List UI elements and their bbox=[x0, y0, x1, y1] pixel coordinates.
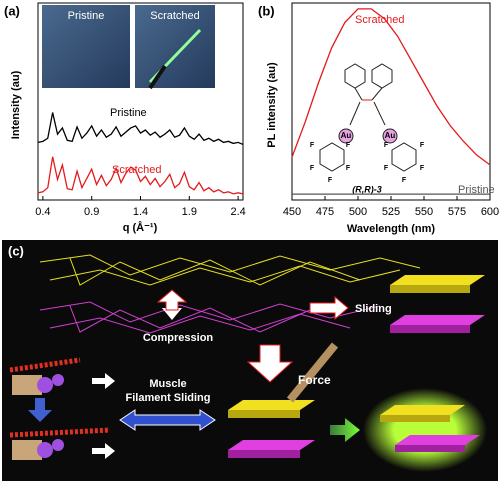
block bbox=[390, 325, 470, 333]
double-arrow bbox=[119, 409, 216, 431]
x-tick-label: 525 bbox=[382, 206, 400, 218]
arrow bbox=[92, 443, 115, 459]
inset-label: Pristine bbox=[68, 10, 105, 22]
arrow bbox=[330, 418, 360, 442]
plot-frame bbox=[291, 2, 491, 201]
atom-label: Au bbox=[385, 131, 396, 140]
atom-label: F bbox=[402, 177, 407, 184]
atom-label: F bbox=[346, 142, 351, 149]
x-title: Wavelength (nm) bbox=[347, 223, 436, 235]
yellow-network bbox=[39, 254, 421, 286]
label: Muscle bbox=[149, 378, 186, 390]
stylus bbox=[286, 342, 339, 403]
atom-label: F bbox=[328, 177, 333, 184]
block bbox=[390, 285, 470, 293]
atom-label: F bbox=[420, 165, 425, 172]
arrow bbox=[246, 344, 294, 383]
x-title: q (Å⁻¹) bbox=[123, 221, 158, 234]
y-title: PL intensity (au) bbox=[266, 62, 278, 148]
atom-label: F bbox=[384, 165, 389, 172]
series-label: Scratched bbox=[112, 164, 162, 176]
tip bbox=[148, 64, 167, 90]
glow bbox=[363, 388, 487, 472]
x-tick-label: 475 bbox=[316, 206, 334, 218]
x-tick-label: 450 bbox=[283, 206, 301, 218]
label: Compression bbox=[143, 332, 214, 344]
photo bbox=[42, 5, 130, 88]
block bbox=[380, 415, 450, 422]
molecule bbox=[319, 63, 417, 172]
panel-label: (a) bbox=[4, 3, 20, 18]
x-tick-label: 550 bbox=[415, 206, 433, 218]
arrow bbox=[28, 398, 52, 422]
block bbox=[228, 410, 300, 418]
block bbox=[395, 445, 465, 452]
x-tick-label: 0.9 bbox=[84, 206, 99, 218]
block bbox=[228, 450, 300, 458]
atom-label: F bbox=[346, 165, 351, 172]
x-tick-label: 0.4 bbox=[35, 206, 50, 218]
series-line bbox=[37, 156, 244, 195]
photo bbox=[135, 5, 215, 88]
series-label: Pristine bbox=[458, 184, 495, 196]
x-tick-label: 500 bbox=[349, 206, 367, 218]
arrow bbox=[156, 289, 188, 311]
series-label: Pristine bbox=[110, 107, 147, 119]
x-tick-label: 575 bbox=[448, 206, 466, 218]
magenta-network bbox=[39, 301, 381, 334]
atom-label: F bbox=[420, 142, 425, 149]
arrow bbox=[92, 373, 115, 389]
x-tick-label: 1.4 bbox=[133, 206, 148, 218]
panel-label: (c) bbox=[8, 243, 24, 258]
atom-label: F bbox=[384, 142, 389, 149]
x-tick-label: 1.9 bbox=[182, 206, 197, 218]
x-tick-label: 2.4 bbox=[230, 206, 245, 218]
y-title: Intensity (au) bbox=[10, 70, 22, 139]
label: Force bbox=[298, 373, 331, 387]
x-tick-label: 600 bbox=[481, 206, 499, 218]
atom-label: Au bbox=[341, 131, 352, 140]
arrow bbox=[309, 295, 349, 321]
label: Sliding bbox=[355, 303, 392, 315]
atom-label: F bbox=[310, 165, 315, 172]
muscle-filament bbox=[9, 357, 111, 460]
series-label: Scratched bbox=[355, 14, 405, 26]
molecule-label: (R,R)-3 bbox=[352, 184, 382, 194]
series-line bbox=[37, 112, 244, 146]
series-line bbox=[291, 8, 491, 166]
panel-label: (b) bbox=[258, 3, 275, 18]
inset-label: Scratched bbox=[150, 10, 200, 22]
label: Filament Sliding bbox=[126, 392, 211, 404]
atom-label: F bbox=[310, 142, 315, 149]
